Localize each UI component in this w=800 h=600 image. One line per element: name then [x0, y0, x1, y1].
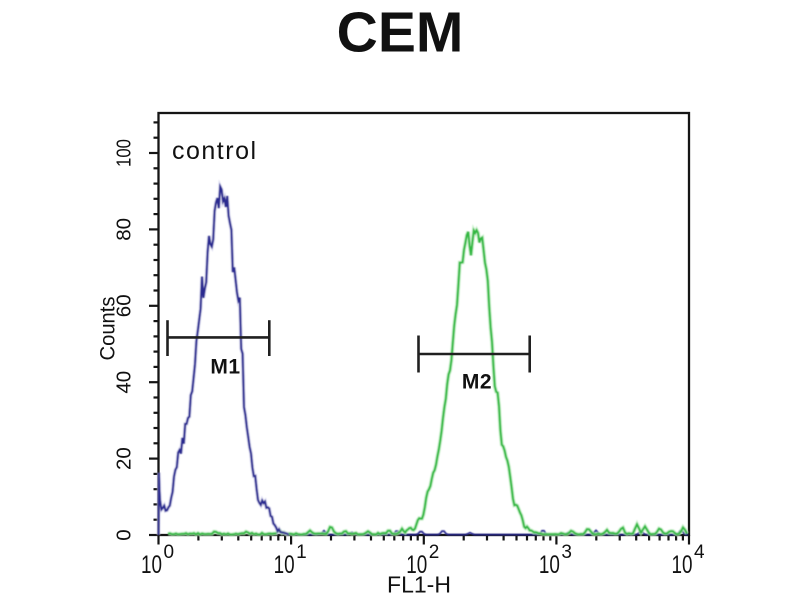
- svg-text:M2: M2: [462, 371, 492, 394]
- svg-text:10: 10: [274, 551, 295, 579]
- svg-text:10: 10: [406, 551, 427, 579]
- svg-text:10: 10: [539, 551, 560, 579]
- svg-text:CEM: CEM: [337, 1, 464, 65]
- svg-text:Counts: Counts: [97, 297, 120, 361]
- svg-text:80: 80: [113, 218, 136, 241]
- svg-text:2: 2: [429, 542, 440, 563]
- svg-text:20: 20: [113, 447, 136, 470]
- svg-text:60: 60: [113, 294, 136, 317]
- svg-text:0: 0: [164, 542, 175, 563]
- svg-text:M1: M1: [210, 356, 240, 379]
- svg-text:control: control: [172, 137, 258, 165]
- svg-text:100: 100: [113, 139, 136, 167]
- svg-text:0: 0: [113, 529, 136, 540]
- svg-text:FL1-H: FL1-H: [387, 572, 451, 598]
- svg-text:40: 40: [113, 371, 136, 394]
- svg-text:3: 3: [561, 542, 572, 563]
- svg-text:1: 1: [296, 542, 307, 563]
- svg-text:10: 10: [141, 551, 162, 579]
- svg-text:10: 10: [672, 551, 693, 579]
- svg-text:4: 4: [694, 542, 705, 563]
